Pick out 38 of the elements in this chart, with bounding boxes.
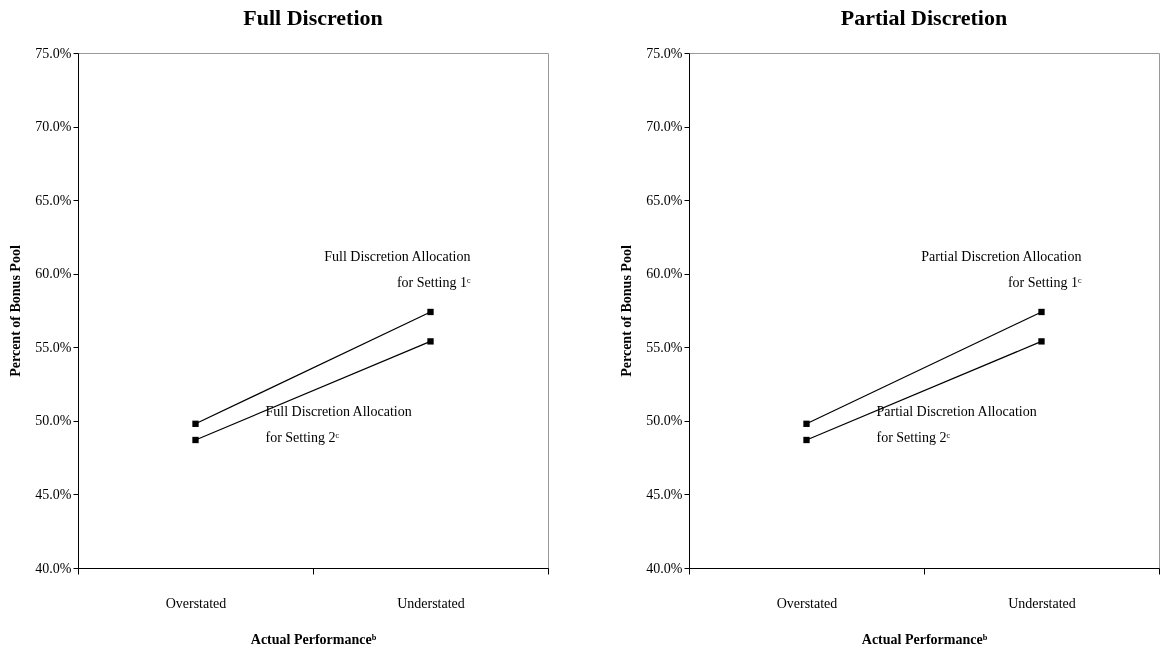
- point: [427, 338, 434, 345]
- text: Full Discretion Allocation for Setting 1ᶜ: [324, 248, 471, 290]
- series-label: Partial Discretion Allocation for Setting 2ᶜ: [876, 404, 1037, 446]
- point: [1038, 308, 1045, 316]
- series-label: Full Discretion Allocation for Setting 2ᶜ: [265, 404, 412, 446]
- y-tick-label: 75.0%: [646, 45, 683, 61]
- y-tick-label: 55.0%: [646, 339, 683, 355]
- point: [192, 436, 199, 444]
- chart-title: Partial Discretion: [840, 5, 1008, 30]
- y-tick-label: 55.0%: [35, 339, 72, 355]
- y-tick-label: 60.0%: [646, 266, 683, 282]
- x-axis-title: Actual Performanceᵇ: [861, 631, 988, 647]
- y-tick-label: 40.0%: [35, 560, 72, 576]
- y-tick-label: 75.0%: [35, 45, 72, 61]
- x-tick-label: Understated: [397, 595, 465, 611]
- x-tick-label: Overstated: [776, 595, 838, 611]
- y-tick-label: 60.0%: [35, 266, 72, 282]
- point: [192, 420, 199, 427]
- y-tick-label: 45.0%: [35, 486, 72, 502]
- point: [427, 308, 434, 316]
- y-tick-label: 70.0%: [646, 119, 683, 135]
- point: [803, 420, 810, 427]
- chart-title: Full Discretion: [243, 5, 383, 30]
- y-tick-label: 50.0%: [35, 413, 72, 429]
- y-axis-title: Percent of Bonus Pool: [8, 245, 24, 377]
- y-axis-title: Percent of Bonus Pool: [619, 245, 635, 377]
- y-tick-label: 65.0%: [646, 192, 683, 208]
- point: [803, 436, 810, 444]
- y-tick-label: 45.0%: [646, 486, 683, 502]
- point: [1038, 338, 1045, 345]
- y-tick-label: 70.0%: [35, 119, 72, 135]
- y-tick-label: 50.0%: [646, 413, 683, 429]
- x-tick-label: Understated: [1008, 595, 1076, 611]
- x-axis-title: Actual Performanceᵇ: [250, 631, 377, 647]
- y-tick-label: 40.0%: [646, 560, 683, 576]
- text: Partial Discretion Allocation for Setting 1ᶜ: [921, 248, 1082, 290]
- y-tick-label: 65.0%: [35, 192, 72, 208]
- x-tick-label: Overstated: [165, 595, 227, 611]
